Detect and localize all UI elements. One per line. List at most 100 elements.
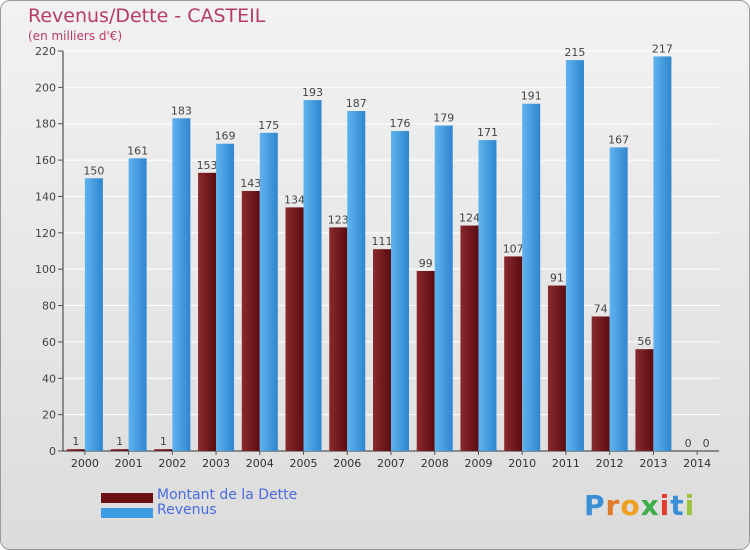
- data-label-dette: 1: [116, 435, 123, 448]
- logo-letter: P: [584, 489, 606, 522]
- y-tick-label: 40: [42, 372, 56, 385]
- x-tick-label: 2014: [683, 457, 711, 470]
- y-tick-label: 100: [35, 263, 56, 276]
- logo-letter: o: [620, 489, 641, 522]
- data-label-revenus: 176: [390, 117, 411, 130]
- data-label-dette: 123: [328, 213, 349, 226]
- logo-letter: r: [605, 489, 621, 522]
- bar-revenus: [391, 131, 409, 451]
- logo-letter: x: [640, 489, 660, 522]
- legend-label-revenus: Revenus: [157, 502, 217, 518]
- bar-revenus: [259, 132, 278, 451]
- bar-dette: [416, 271, 435, 451]
- data-label-dette: 91: [550, 272, 564, 285]
- logo-letter: i: [659, 489, 671, 522]
- data-label-dette: 56: [637, 335, 651, 348]
- x-tick-label: 2011: [552, 457, 580, 470]
- proxiti-logo: Proxiti: [584, 489, 695, 522]
- y-tick-label: 140: [35, 190, 56, 203]
- data-label-dette: 153: [197, 159, 218, 172]
- legend-swatch-dette: [101, 493, 153, 503]
- y-tick-label: 160: [35, 154, 56, 167]
- y-tick-label: 180: [35, 118, 56, 131]
- data-label-dette: 134: [284, 193, 305, 206]
- data-label-revenus: 171: [477, 126, 498, 139]
- y-tick-label: 220: [35, 45, 56, 58]
- x-tick-label: 2010: [508, 457, 536, 470]
- bar-dette: [504, 256, 523, 451]
- bar-revenus: [609, 147, 628, 451]
- x-tick-label: 2004: [246, 457, 274, 470]
- y-tick-label: 200: [35, 81, 56, 94]
- data-label-revenus: 215: [564, 46, 585, 59]
- x-tick-label: 2012: [596, 457, 624, 470]
- data-label-revenus: 161: [127, 144, 148, 157]
- bar-revenus: [303, 100, 322, 451]
- y-tick-label: 80: [42, 300, 56, 313]
- data-label-dette: 107: [503, 242, 524, 255]
- data-label-revenus: 175: [258, 119, 279, 132]
- bar-revenus: [347, 111, 366, 451]
- y-tick-label: 20: [42, 409, 56, 422]
- chart-subtitle: (en milliers d'€): [28, 29, 123, 43]
- x-tick-label: 2005: [290, 457, 318, 470]
- data-label-revenus: 150: [83, 164, 104, 177]
- bar-revenus: [84, 178, 103, 452]
- data-label-revenus: 169: [215, 130, 236, 143]
- bar-dette: [198, 172, 217, 451]
- y-tick-label: 120: [35, 227, 56, 240]
- legend-swatch-revenus: [101, 508, 153, 518]
- data-label-revenus: 183: [171, 104, 192, 117]
- x-tick-label: 2006: [333, 457, 361, 470]
- data-label-dette: 74: [594, 302, 608, 315]
- data-label-revenus: 187: [346, 97, 367, 110]
- data-label-dette: 124: [459, 212, 480, 225]
- data-label-revenus: 193: [302, 86, 323, 99]
- legend-label-dette: Montant de la Dette: [157, 487, 298, 503]
- bar-dette: [547, 285, 566, 451]
- bar-dette: [591, 316, 610, 451]
- bar-revenus: [522, 103, 541, 452]
- bar-dette: [241, 191, 260, 451]
- x-tick-label: 2003: [202, 457, 230, 470]
- bar-dette: [285, 207, 304, 451]
- data-label-dette: 1: [160, 435, 167, 448]
- data-label-dette: 0: [685, 437, 692, 450]
- x-tick-label: 2000: [71, 457, 99, 470]
- data-label-revenus: 167: [608, 133, 629, 146]
- bar-dette: [373, 249, 391, 451]
- bar-revenus: [565, 60, 584, 451]
- y-tick-label: 60: [42, 336, 56, 349]
- logo-letter: t: [670, 489, 685, 522]
- bar-revenus: [478, 140, 497, 451]
- data-label-revenus: 0: [703, 437, 710, 450]
- bar-dette: [460, 225, 479, 451]
- bar-dette: [66, 449, 85, 451]
- x-tick-label: 2001: [115, 457, 143, 470]
- x-tick-label: 2013: [639, 457, 667, 470]
- x-tick-label: 2008: [421, 457, 449, 470]
- data-label-dette: 99: [419, 257, 433, 270]
- bar-dette: [154, 449, 173, 451]
- bar-revenus: [172, 118, 191, 451]
- data-label-revenus: 217: [652, 42, 673, 55]
- chart-title: Revenus/Dette - CASTEIL: [28, 5, 266, 27]
- logo-letter: i: [684, 489, 696, 522]
- bar-dette: [329, 227, 348, 451]
- x-tick-label: 2002: [158, 457, 186, 470]
- x-tick-label: 2007: [377, 457, 405, 470]
- bar-revenus: [653, 56, 672, 452]
- bar-revenus: [216, 143, 235, 451]
- data-label-revenus: 179: [433, 112, 454, 125]
- bar-dette: [110, 449, 129, 451]
- bar-dette: [635, 349, 654, 451]
- bar-revenus: [128, 158, 147, 452]
- data-label-dette: 111: [372, 235, 393, 248]
- bar-revenus: [434, 125, 453, 451]
- data-label-dette: 1: [72, 435, 79, 448]
- data-label-revenus: 191: [521, 90, 542, 103]
- x-tick-label: 2009: [464, 457, 492, 470]
- y-tick-label: 0: [49, 445, 56, 458]
